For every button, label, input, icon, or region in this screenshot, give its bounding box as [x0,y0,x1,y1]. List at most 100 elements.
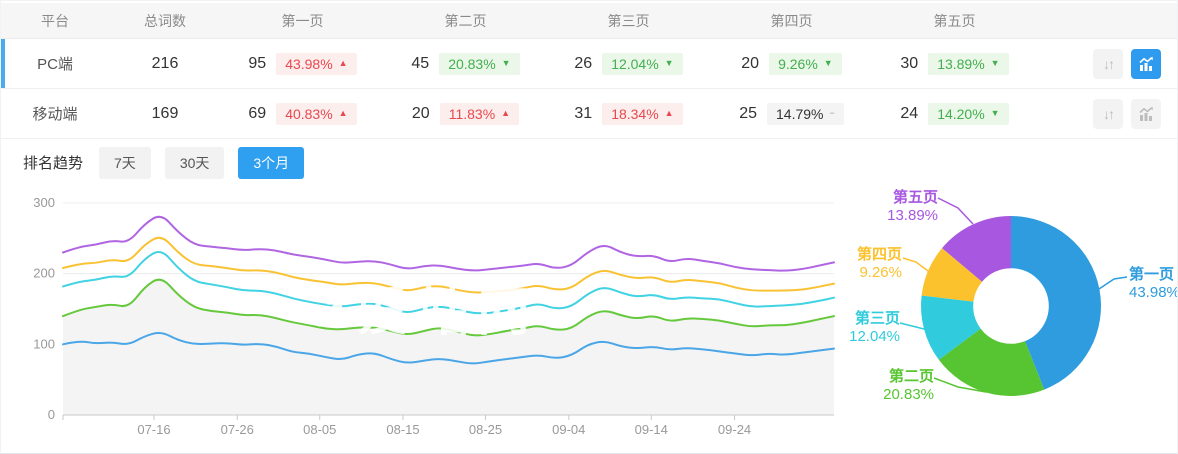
donut-slice-page5 [942,216,1011,282]
page5-change-badge: 14.20% ▼ [928,102,1009,125]
total-words: 216 [151,54,179,72]
donut-slice-page2 [938,328,1045,397]
sort-arrows-button[interactable]: ↓↑ [1093,98,1123,129]
page3-change-badge: 12.04% ▼ [602,52,683,75]
change-percent: 18.34% [611,105,659,122]
x-tick-label: 09-04 [552,422,585,437]
range-button-7d[interactable]: 7天 [99,146,151,179]
leader-line-page4 [902,257,929,272]
donut-slice-page3 [921,295,981,360]
page4-change-badge: 14.79% − [767,102,844,125]
show-trend-chart-button[interactable] [1131,98,1161,129]
page1-cell: 95 43.98% ▲ [221,52,384,75]
trend-title: 排名趋势 [23,155,84,172]
page1-count: 69 [248,104,267,122]
page3-change-badge: 18.34% ▲ [602,102,683,125]
sort-arrows-icon: ↓↑ [1103,55,1115,72]
trend-chart-icon [1139,106,1153,121]
change-percent: 14.20% [937,105,985,122]
platform-name: PC端 [37,56,73,73]
charts-area: 0 100 200 300 07-16 07-26 08-05 08-15 08-25 09-04… [1,186,1177,453]
stack-area-fill [63,279,834,415]
range-button-30d[interactable]: 30天 [164,146,225,179]
donut-label-page5: 第五页 13.89% [887,189,938,224]
table-header: 平台 总词数 第一页 第二页 第三页 第四页 第五页 [1,3,1177,39]
x-tick-label: 08-05 [303,422,336,437]
series-line-page3 [62,251,835,315]
page2-change-badge: 11.83% ▲ [439,102,520,125]
x-tick-label: 08-15 [386,422,419,437]
col-header-page3: 第三页 [607,12,650,29]
page4-change-badge: 9.26% ▼ [769,52,842,75]
series-line-page2 [62,278,835,337]
page3-cell: 31 18.34% ▲ [547,102,710,125]
y-tick-label: 200 [33,266,55,281]
y-tick-label: 100 [33,336,55,351]
page4-count: 20 [741,54,760,72]
series-line-page4 [62,236,835,294]
page-share-donut-chart: 第五页 13.89% 第四页 9.26% 第三页 12.04% 第二页 20.8… [846,186,1177,453]
col-header-page1: 第一页 [281,12,324,29]
show-trend-chart-button[interactable] [1131,48,1161,79]
x-tick-label: 09-14 [635,422,668,437]
y-tick-label: 300 [33,195,55,210]
change-down-icon: ▼ [664,58,674,68]
page5-cell: 30 13.89% ▼ [873,52,1036,75]
row-actions: ↓↑ [1036,98,1177,129]
page1-cell: 69 40.83% ▲ [221,102,384,125]
page4-cell: 20 9.26% ▼ [710,52,873,75]
rank-trend-line-chart: 0 100 200 300 07-16 07-26 08-05 08-15 08-25 09-04… [21,186,866,453]
change-up-icon: ▲ [664,108,674,118]
y-tick-label: 0 [48,407,55,422]
change-percent: 14.79% [776,105,824,122]
change-percent: 43.98% [285,55,333,72]
page5-count: 24 [900,104,919,122]
x-tick-label: 08-25 [469,422,502,437]
change-percent: 20.83% [448,55,496,72]
page5-change-badge: 13.89% ▼ [928,52,1009,75]
x-tick-label: 07-16 [137,422,170,437]
page1-count: 95 [248,54,267,72]
donut-slice-page1 [1011,216,1102,390]
change-percent: 13.89% [937,55,985,72]
sort-arrows-icon: ↓↑ [1103,105,1115,122]
series-line-page5 [62,215,835,272]
total-words: 169 [151,104,179,122]
change-up-icon: ▲ [501,108,511,118]
page2-count: 45 [411,54,430,72]
col-header-page4: 第四页 [770,12,813,29]
change-flat-icon: − [829,108,835,118]
col-header-page5: 第五页 [933,12,976,29]
leader-line-page1 [1098,276,1128,290]
table-body: PC端 216 95 43.98% ▲ 45 20.83% ▼ 26 12.04% ▼ 20 9.26%… [1,39,1177,139]
change-percent: 12.04% [611,55,659,72]
range-button-3m[interactable]: 3个月 [238,146,305,179]
leader-line-page3 [899,322,925,330]
page1-change-badge: 40.83% ▲ [276,102,357,125]
series-line-page1 [62,332,835,365]
donut-slice-page4 [921,248,983,302]
change-up-icon: ▲ [338,108,348,118]
page5-cell: 24 14.20% ▼ [873,102,1036,125]
table-row-PC端[interactable]: PC端 216 95 43.98% ▲ 45 20.83% ▼ 26 12.04% ▼ 20 9.26%… [1,39,1177,89]
table-row-移动端[interactable]: 移动端 169 69 40.83% ▲ 20 11.83% ▲ 31 18.34% ▲ 25 14.79… [1,89,1177,139]
leader-line-page5 [937,197,974,225]
trend-chart-icon [1139,56,1153,71]
donut-label-page4: 第四页 9.26% [856,246,902,281]
page2-count: 20 [411,104,430,122]
change-down-icon: ▼ [990,108,1000,118]
page2-cell: 45 20.83% ▼ [384,52,547,75]
sort-arrows-button[interactable]: ↓↑ [1093,48,1123,79]
page3-count: 26 [574,54,593,72]
change-down-icon: ▼ [990,58,1000,68]
change-down-icon: ▼ [823,58,833,68]
donut-label-page3: 第三页 12.04% [849,310,900,345]
change-percent: 9.26% [778,55,818,72]
x-tick-label: 07-26 [221,422,254,437]
change-percent: 11.83% [448,105,496,122]
col-header-platform: 平台 [41,12,69,29]
donut-chart-svg [899,197,1128,397]
page2-change-badge: 20.83% ▼ [439,52,520,75]
row-actions: ↓↑ [1036,48,1177,79]
